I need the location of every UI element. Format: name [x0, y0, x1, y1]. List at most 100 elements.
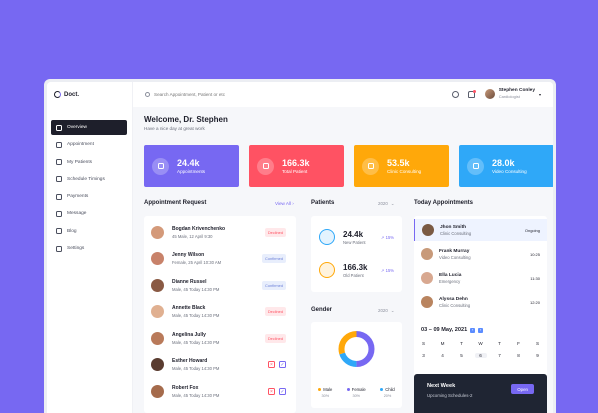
sidebar-item-my-patients[interactable]: My Patients — [51, 155, 127, 170]
welcome: Welcome, Dr. Stephen Have a nice day at … — [144, 115, 228, 131]
patients-year-select[interactable]: 2020 ⌄ — [378, 201, 394, 207]
request-row[interactable]: Bogdan Krivenchenko 45 Male, 12 April 9:… — [144, 219, 296, 245]
chevron-down-icon: ⌄ — [390, 308, 395, 313]
request-row[interactable]: Annette Black Male, 45 Today 14:30 PM Dec… — [144, 299, 296, 325]
sidebar-item-settings[interactable]: Settings — [51, 241, 127, 256]
page-subtitle: Have a nice day at great work — [144, 126, 205, 131]
gender-legend: Male 30% Female 30% Child 20% — [311, 387, 402, 398]
avatar — [151, 252, 164, 265]
status-badge: Confirmed — [262, 254, 286, 263]
chat-icon — [56, 210, 62, 217]
user-menu[interactable]: Stephen Conley Cardiologist ▾ — [484, 88, 541, 100]
stat-value: 53.5k — [387, 158, 410, 168]
help-icon[interactable] — [452, 91, 459, 98]
requests-card: Bogdan Krivenchenko 45 Male, 12 April 9:… — [144, 216, 296, 413]
sidebar-item-label: Message — [67, 211, 87, 217]
calendar-date[interactable]: 9 — [536, 353, 539, 358]
main-content: Stephen Conley Cardiologist ▾ Welcome, D… — [133, 82, 553, 413]
search-icon — [145, 92, 150, 97]
request-row[interactable]: Dianne Russel Male, 45 Today 14:30 PM Con… — [144, 272, 296, 298]
calendar-date[interactable]: 7 — [498, 353, 501, 358]
gender-year-select[interactable]: 2020 ⌄ — [378, 308, 394, 314]
calendar-date[interactable]: 5 — [460, 353, 463, 358]
decline-icon[interactable]: × — [268, 387, 275, 395]
weekday-label: S — [421, 341, 426, 346]
patient-stat-row: 166.3k Old Patient ↗ 15% — [311, 254, 402, 286]
weekday-label: T — [498, 341, 501, 346]
weekday-label: W — [478, 341, 483, 346]
accept-icon[interactable]: ✓ — [279, 387, 286, 395]
user-info: Stephen Conley Cardiologist — [499, 88, 535, 100]
patient-count: 24.4k — [343, 229, 364, 239]
sidebar-nav: Overview Appointment My Patients Schedule T… — [51, 120, 127, 258]
avatar — [151, 331, 164, 345]
trend-value: ↗ 15% — [380, 234, 394, 240]
next-week-button[interactable]: › — [478, 327, 484, 333]
sidebar-item-overview[interactable]: Overview — [51, 120, 127, 135]
sidebar-item-appointment[interactable]: Appointment — [51, 137, 127, 152]
patient-name: Dianne Russel — [172, 278, 207, 285]
chevron-down-icon[interactable]: ▾ — [538, 91, 541, 97]
sidebar-item-label: Appointment — [67, 142, 94, 148]
request-row[interactable]: Angelina Jully Male, 45 Today 14:30 PM De… — [144, 325, 296, 351]
appointment-time: 10:25 — [529, 251, 540, 257]
stat-card[interactable]: 24.4k Appointments — [144, 145, 239, 187]
request-row[interactable]: Esther Howard Male, 45 Today 14:30 PM × ✓ — [144, 352, 296, 378]
open-button[interactable]: Open — [511, 384, 534, 394]
view-all-link[interactable]: View All › — [275, 201, 294, 206]
calendar-date[interactable]: 4 — [441, 353, 444, 358]
next-week-title: Next Week — [427, 383, 456, 389]
sidebar-item-label: Schedule Timings — [67, 176, 105, 182]
patient-count: 166.3k — [343, 262, 368, 272]
calendar-date[interactable]: 3 — [422, 353, 425, 358]
patient-meta: Male, 45 Today 14:30 PM — [172, 339, 220, 345]
appointment-row[interactable]: Alyssa Dehn Clinic Consulting 12:20 — [414, 291, 547, 313]
request-row[interactable]: Robert Fox Male, 45 Today 14:30 PM × ✓ — [144, 378, 296, 404]
legend-item: Female 30% — [346, 387, 366, 398]
appointment-type: Video Consulting — [439, 254, 471, 260]
patient-meta: Female, 25 April 10:30 AM — [172, 260, 222, 265]
appointment-type: Clinic Consulting — [440, 230, 472, 236]
calendar-date[interactable]: 8 — [517, 353, 520, 358]
appointment-row[interactable]: Ella Lucia Emergency 11:30 — [414, 267, 547, 289]
legend-percent: 20% — [383, 394, 392, 398]
prev-week-button[interactable]: ‹ — [470, 327, 476, 333]
accept-icon[interactable]: ✓ — [279, 361, 286, 368]
avatar — [484, 89, 495, 99]
stat-label: Appointments — [177, 169, 206, 174]
patients-title: Patients — [311, 200, 335, 206]
user-icon — [319, 262, 335, 278]
appointment-row[interactable]: Frank Murray Video Consulting 10:25 — [414, 243, 547, 265]
wallet-icon — [56, 193, 62, 200]
stat-card[interactable]: 28.0k Video Consulting — [459, 145, 553, 187]
video-icon — [467, 157, 484, 175]
sidebar-item-blog[interactable]: Blog — [51, 224, 127, 239]
chevron-down-icon: ⌄ — [390, 201, 395, 206]
status-badge: Confirmed — [262, 280, 286, 290]
patient-name: Jenny Wilson — [172, 252, 205, 258]
user-icon — [56, 159, 62, 166]
legend-percent: 30% — [321, 394, 330, 398]
appointment-row[interactable]: Jhon Smith Clinic Consulting Ongoing — [414, 219, 547, 241]
calendar-dates: 3 4 5 6 7 8 9 — [414, 353, 547, 358]
patient-name: Annette Black — [172, 305, 206, 311]
logo[interactable]: Doct. — [54, 91, 79, 98]
sidebar-item-schedule-timings[interactable]: Schedule Timings — [51, 172, 127, 187]
topbar: Stephen Conley Cardiologist ▾ — [133, 82, 553, 107]
legend-label: Male — [323, 387, 333, 392]
calendar-date[interactable]: 6 — [474, 353, 487, 358]
calendar-range: 03 – 09 May, 2021 — [421, 327, 468, 333]
stat-card[interactable]: 166.3k Total Patient — [249, 145, 344, 187]
request-row[interactable]: Jenny Wilson Female, 25 April 10:30 AM Co… — [144, 246, 296, 272]
bell-icon[interactable] — [468, 90, 476, 98]
patient-name: Angelina Jully — [172, 331, 206, 338]
patient-meta: Male, 45 Today 14:30 PM — [172, 392, 220, 398]
appointment-time: 11:30 — [530, 275, 540, 281]
sidebar-item-message[interactable]: Message — [51, 206, 127, 221]
user-role: Cardiologist — [498, 94, 520, 99]
decline-icon[interactable]: × — [268, 361, 275, 368]
search-input[interactable] — [154, 92, 304, 97]
stat-card[interactable]: 53.5k Clinic Consulting — [354, 145, 449, 187]
gender-year: 2020 — [378, 308, 388, 313]
sidebar-item-payments[interactable]: Payments — [51, 189, 127, 204]
